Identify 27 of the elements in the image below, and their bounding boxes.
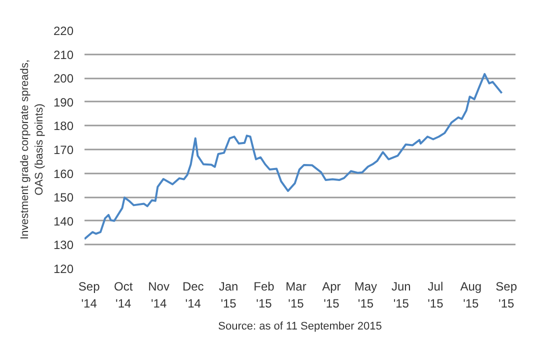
y-tick-label: 170 xyxy=(53,143,74,157)
x-tick-label: Aug '15 xyxy=(460,280,482,310)
x-tick-label: Nov '14 xyxy=(148,280,170,310)
x-tick-label: Oct '14 xyxy=(114,280,134,310)
y-tick-label: 190 xyxy=(53,95,74,110)
y-tick-label: 120 xyxy=(53,262,74,276)
y-axis-title: Investment grade corporate spreads, OAS (basis points) xyxy=(19,60,46,240)
x-tick-label: Feb '15 xyxy=(254,280,275,310)
y-tick-label: 150 xyxy=(53,190,74,205)
x-tick-label: Sep '15 xyxy=(496,280,518,310)
x-tick-label: Jul '15 xyxy=(428,280,444,310)
source-note: Source: as of 11 September 2015 xyxy=(218,320,382,332)
x-tick-label: Sep '14 xyxy=(78,280,100,310)
y-tick-label: 130 xyxy=(53,238,74,252)
y-tick-label: 160 xyxy=(53,166,74,181)
y-tick-label: 200 xyxy=(53,72,74,86)
y-tick-label: 210 xyxy=(53,48,74,62)
x-tick-label: May '15 xyxy=(354,280,378,310)
y-tick-label: 220 xyxy=(53,24,74,38)
line-series xyxy=(84,73,503,240)
x-tick-label: Jun '15 xyxy=(392,280,411,310)
x-tick-label: Jan '15 xyxy=(218,280,238,310)
y-tick-label: 140 xyxy=(53,214,74,228)
y-tick-label: 180 xyxy=(53,119,74,134)
x-tick-label: Dec '14 xyxy=(182,280,204,310)
x-tick-label: Apr '15 xyxy=(322,280,341,310)
x-tick-label: Mar '15 xyxy=(286,280,306,310)
